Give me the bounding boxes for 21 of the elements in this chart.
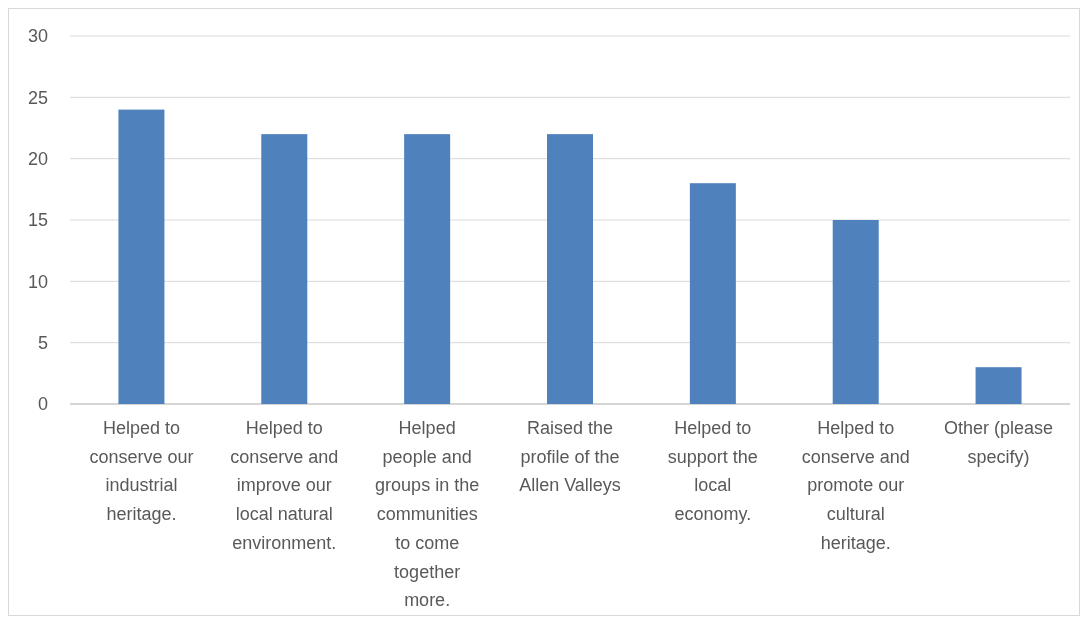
bar <box>689 183 736 404</box>
bar <box>975 367 1022 404</box>
x-tick-label: Helped people and groups in the communities to come together more. <box>375 418 480 611</box>
y-tick-label: 20 <box>27 148 48 169</box>
x-tick-label: Helped to conserve and improve our local natural environment. <box>230 418 339 553</box>
y-tick-label: 30 <box>27 26 48 47</box>
x-tick-label: Other (please specify) <box>944 418 1054 467</box>
y-tick-label: 25 <box>27 87 48 108</box>
y-tick-label: 10 <box>27 271 48 292</box>
x-tick-label: Raised the profile of the Allen Valleys <box>519 418 621 496</box>
x-tick-label: Helped to support the local economy. <box>667 418 758 525</box>
x-tick-label: Helped to conserve our industrial heritage. <box>89 418 194 525</box>
bar <box>832 220 879 404</box>
x-tick-label: Helped to conserve and promote our cultural heritage. <box>801 418 910 553</box>
y-tick-label: 5 <box>37 332 48 353</box>
bar <box>261 134 308 404</box>
y-tick-label: 15 <box>27 210 48 231</box>
y-tick-label: 0 <box>37 394 48 415</box>
bar <box>547 134 593 404</box>
bar <box>404 134 451 404</box>
bar <box>118 109 165 404</box>
